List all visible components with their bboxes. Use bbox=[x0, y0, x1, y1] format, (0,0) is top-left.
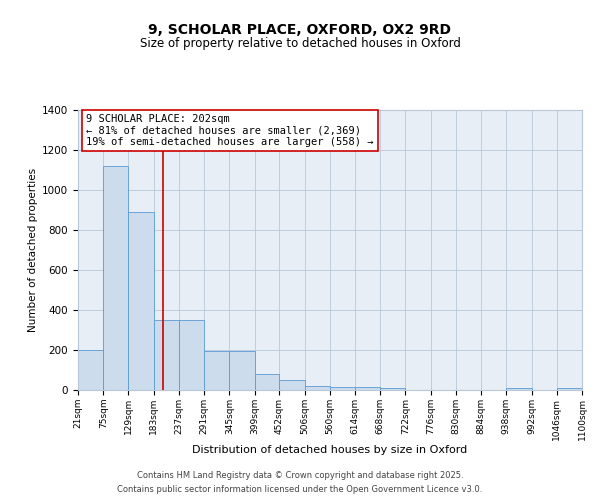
Bar bbox=[229, 351, 254, 390]
Bar bbox=[254, 374, 280, 390]
Text: Contains public sector information licensed under the Open Government Licence v3: Contains public sector information licen… bbox=[118, 484, 482, 494]
Bar bbox=[557, 388, 582, 390]
Bar bbox=[103, 166, 128, 390]
Bar bbox=[380, 388, 406, 390]
Bar bbox=[280, 380, 305, 390]
Bar bbox=[128, 212, 154, 390]
Bar bbox=[204, 351, 229, 390]
Text: Contains HM Land Registry data © Crown copyright and database right 2025.: Contains HM Land Registry data © Crown c… bbox=[137, 472, 463, 480]
X-axis label: Distribution of detached houses by size in Oxford: Distribution of detached houses by size … bbox=[193, 446, 467, 456]
Bar bbox=[154, 320, 179, 390]
Bar bbox=[355, 387, 380, 390]
Bar bbox=[179, 320, 204, 390]
Bar bbox=[506, 388, 532, 390]
Text: Size of property relative to detached houses in Oxford: Size of property relative to detached ho… bbox=[140, 38, 460, 51]
Y-axis label: Number of detached properties: Number of detached properties bbox=[28, 168, 38, 332]
Text: 9, SCHOLAR PLACE, OXFORD, OX2 9RD: 9, SCHOLAR PLACE, OXFORD, OX2 9RD bbox=[149, 22, 452, 36]
Bar bbox=[78, 350, 103, 390]
Bar bbox=[305, 386, 330, 390]
Bar bbox=[330, 387, 355, 390]
Text: 9 SCHOLAR PLACE: 202sqm
← 81% of detached houses are smaller (2,369)
19% of semi: 9 SCHOLAR PLACE: 202sqm ← 81% of detache… bbox=[86, 114, 373, 147]
